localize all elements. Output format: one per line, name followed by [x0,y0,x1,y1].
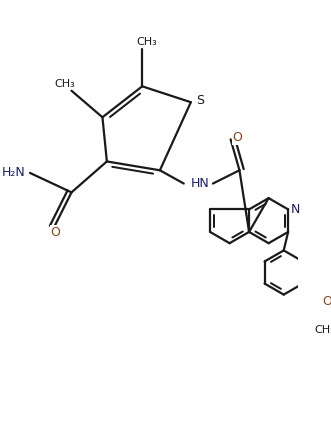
Text: O: O [233,131,243,144]
Text: CH₃: CH₃ [136,37,157,47]
Text: CH₃: CH₃ [54,79,75,89]
Text: HN: HN [190,177,209,190]
Text: S: S [196,94,204,107]
Text: H₂N: H₂N [2,166,25,179]
Text: CH₃: CH₃ [314,325,331,336]
Text: N: N [291,203,300,216]
Text: O: O [51,226,61,239]
Text: O: O [323,295,331,308]
